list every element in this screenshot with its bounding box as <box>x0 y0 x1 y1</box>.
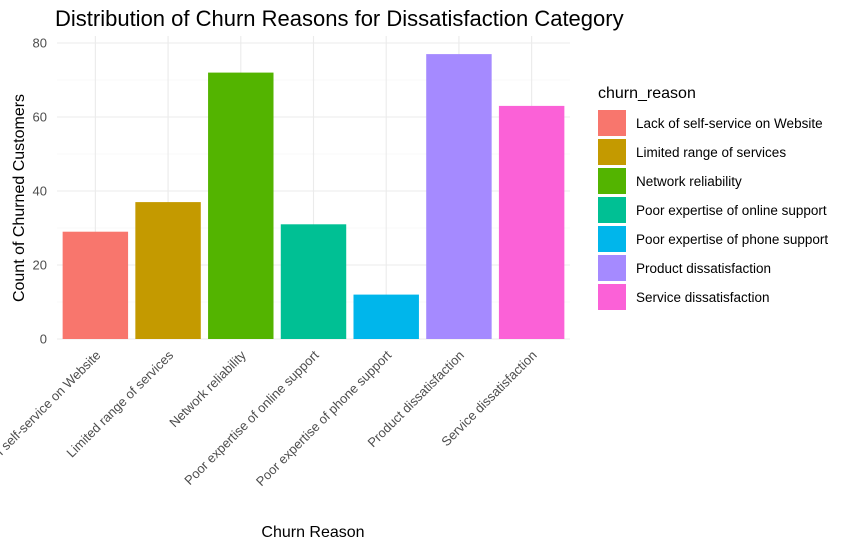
legend-label: Product dissatisfaction <box>636 261 771 276</box>
x-tick-label: Network reliability <box>166 347 249 430</box>
x-axis-title: Churn Reason <box>261 524 364 541</box>
legend-label: Network reliability <box>636 174 742 189</box>
legend-title: churn_reason <box>598 85 696 102</box>
bar-6 <box>426 54 492 339</box>
x-tick-label: Poor expertise of phone support <box>253 347 395 489</box>
y-tick-label: 80 <box>33 36 47 51</box>
bar-7 <box>498 105 565 340</box>
legend-key-7 <box>598 284 626 310</box>
legend-label: Service dissatisfaction <box>636 290 770 305</box>
legend-label: Poor expertise of online support <box>636 203 827 218</box>
y-tick-label: 40 <box>33 184 47 199</box>
y-axis-ticks: 0 20 40 60 80 <box>33 36 47 347</box>
y-tick-label: 20 <box>33 258 47 273</box>
legend-label: Poor expertise of phone support <box>636 232 828 247</box>
legend-key-4 <box>598 197 626 223</box>
legend-key-1 <box>598 110 626 136</box>
legend-key-6 <box>598 255 626 281</box>
x-tick-label: Poor expertise of online support <box>181 347 322 488</box>
bar-1 <box>62 231 129 339</box>
legend-key-5 <box>598 226 626 252</box>
y-axis-title: Count of Churned Customers <box>11 94 28 302</box>
bar-4 <box>280 224 347 339</box>
bars <box>62 54 565 340</box>
x-tick-label: Lack of self-service on Website <box>0 348 103 486</box>
legend: churn_reason Lack of self-service on Web… <box>598 85 828 310</box>
legend-label: Lack of self-service on Website <box>636 116 823 131</box>
bar-3 <box>208 72 274 339</box>
legend-key-2 <box>598 139 626 165</box>
y-tick-label: 60 <box>33 110 47 125</box>
legend-label: Limited range of services <box>636 145 786 160</box>
bar-2 <box>135 202 201 339</box>
chart-title: Distribution of Churn Reasons for Dissat… <box>55 6 624 31</box>
bar-5 <box>353 294 419 339</box>
legend-key-3 <box>598 168 626 194</box>
y-tick-label: 0 <box>40 332 47 347</box>
